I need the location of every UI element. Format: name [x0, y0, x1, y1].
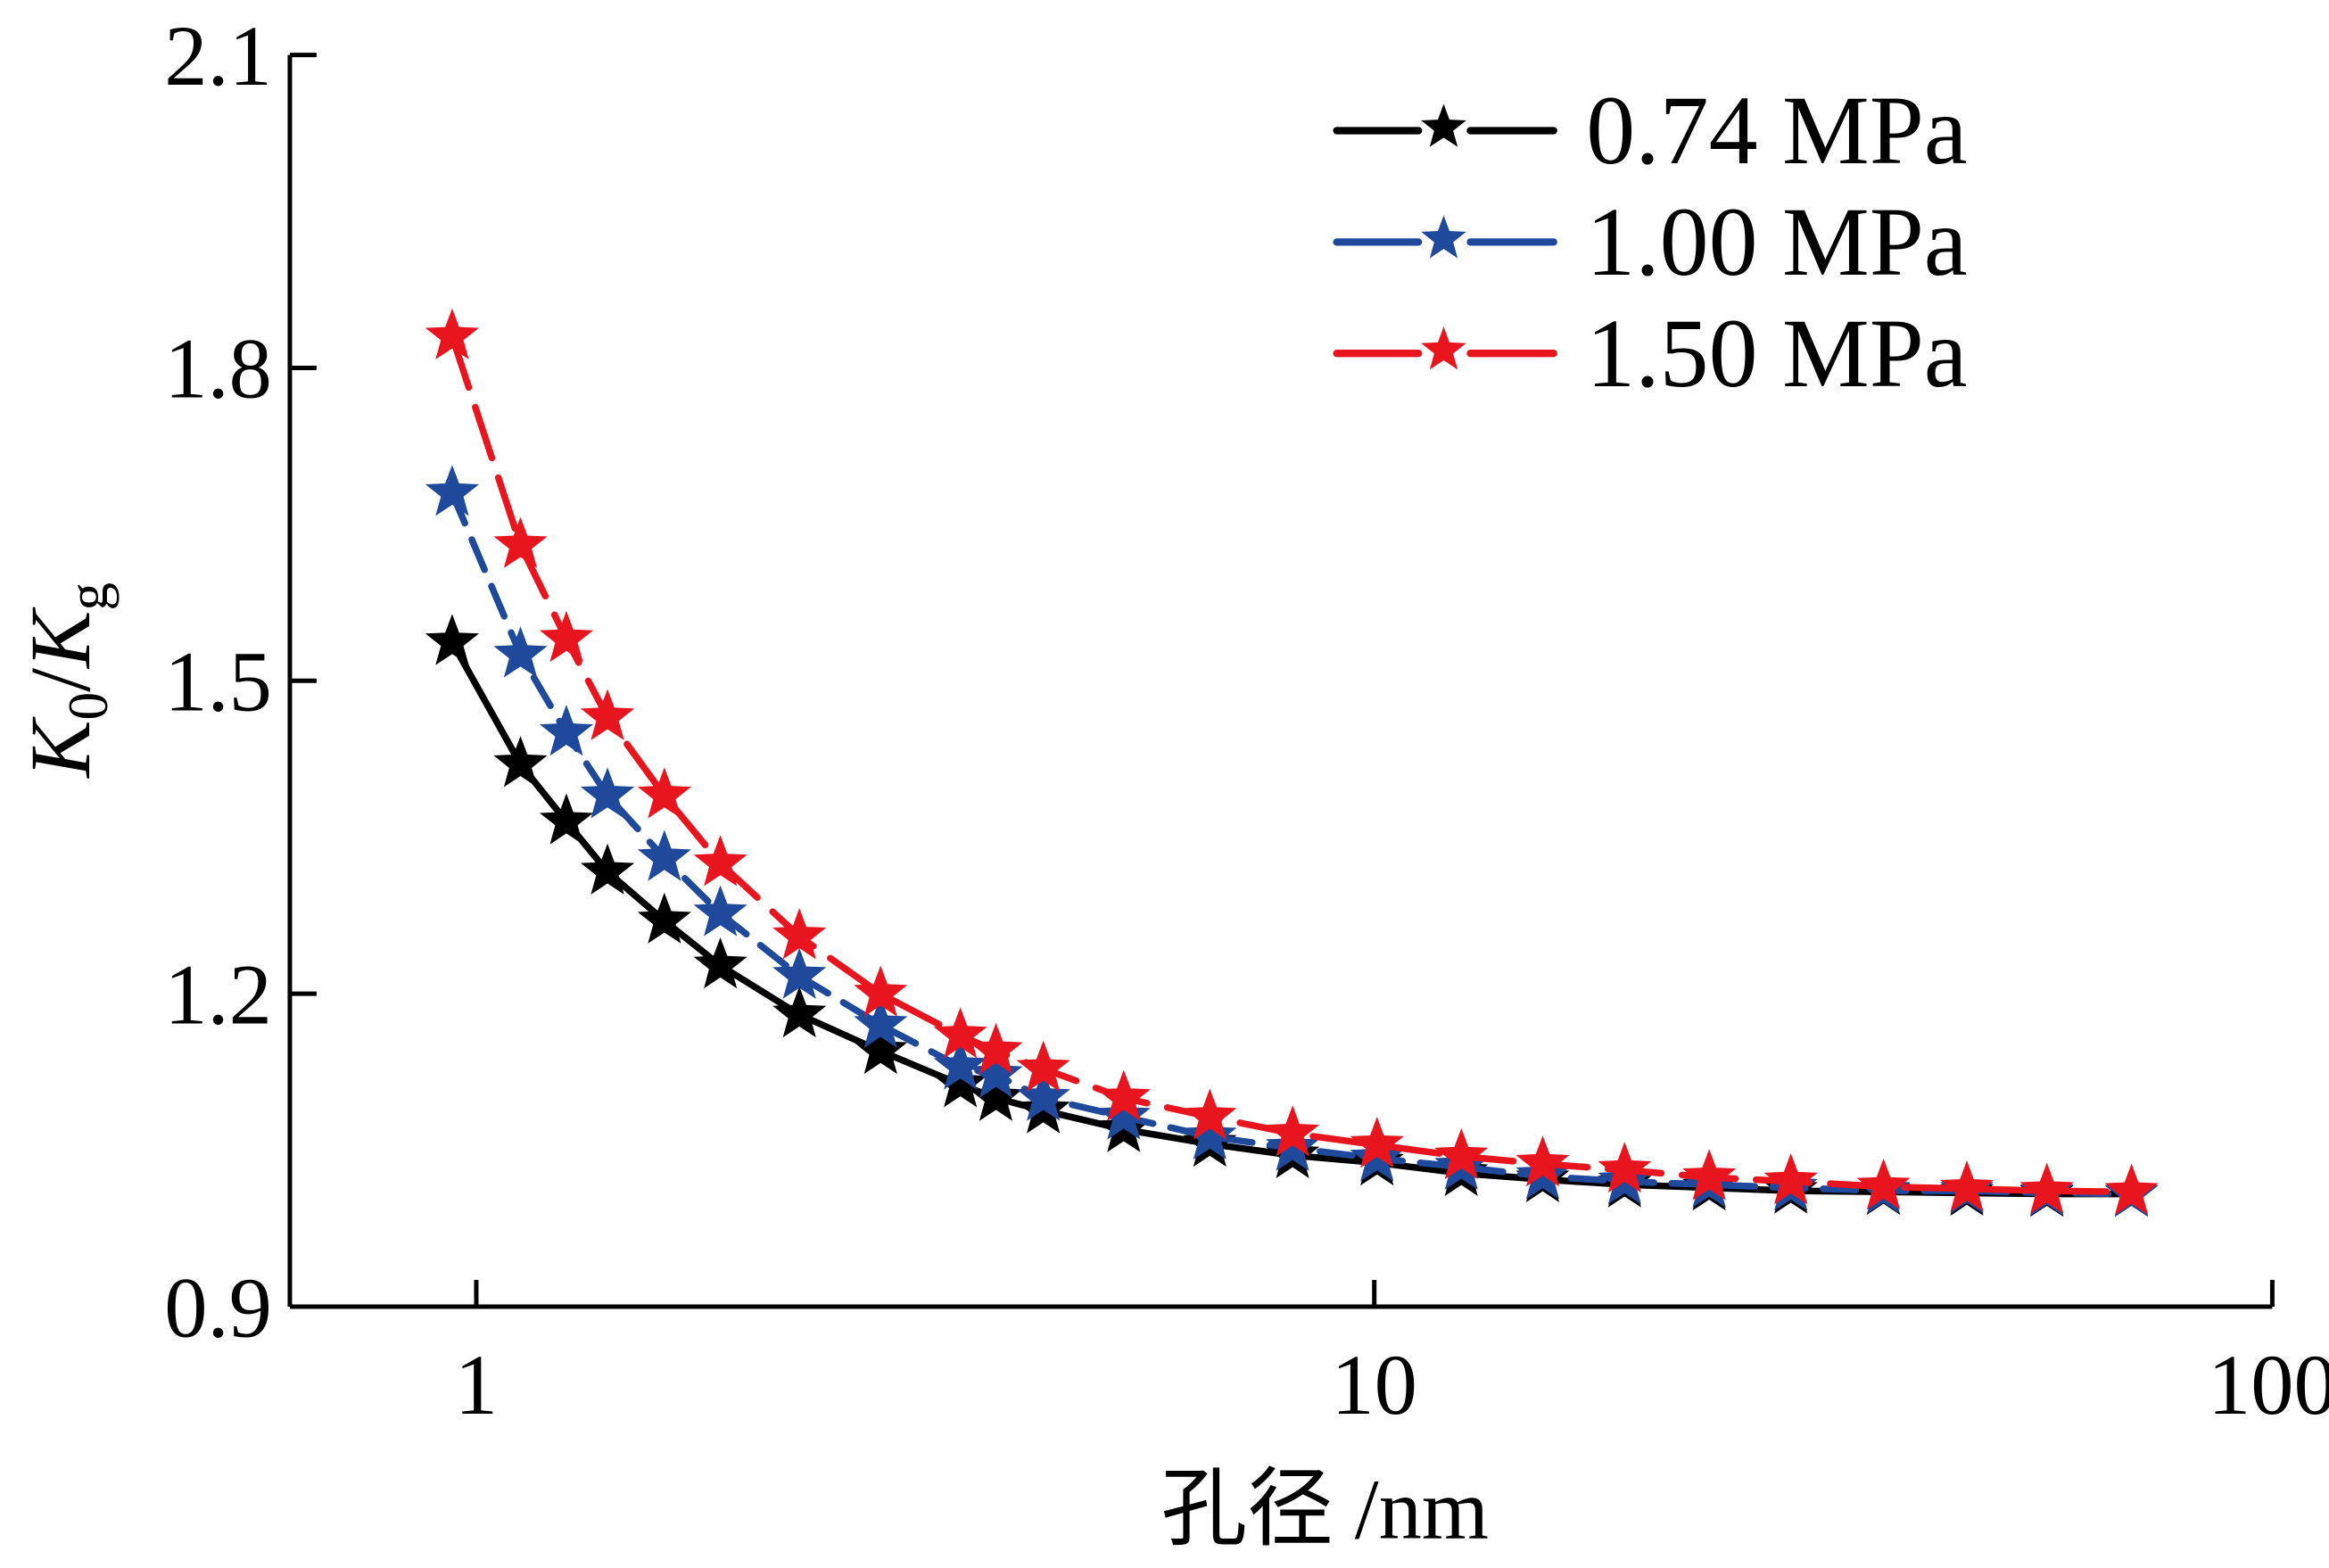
- data-point: [933, 1007, 987, 1059]
- y-tick-label: 2.1: [164, 8, 272, 103]
- x-tick-label: 10: [1331, 1337, 1417, 1432]
- data-point: [1763, 1153, 1818, 1205]
- series-1-00-MPa: [425, 465, 2159, 1217]
- data-point: [1434, 1127, 1489, 1180]
- legend-label: 1.00 MPa: [1586, 187, 1967, 296]
- data-point: [1516, 1135, 1570, 1187]
- data-point: [969, 1046, 1023, 1098]
- legend-marker: [1421, 103, 1466, 147]
- data-point: [539, 610, 594, 663]
- data-point: [425, 614, 480, 665]
- data-point: [933, 1056, 987, 1108]
- series-line: [449, 333, 2135, 1196]
- data-point: [1016, 1040, 1070, 1092]
- data-point: [1682, 1149, 1737, 1201]
- y-axis-label: K0/Kg: [12, 582, 120, 780]
- data-point: [2104, 1163, 2159, 1215]
- data-point: [1183, 1108, 1237, 1160]
- data-point: [1856, 1158, 1911, 1210]
- x-tick-label: 100: [2208, 1337, 2329, 1432]
- legend-label: 1.50 MPa: [1586, 299, 1967, 408]
- series-1-50-MPa: [425, 308, 2159, 1215]
- data-point: [693, 835, 747, 887]
- data-point: [1940, 1160, 1995, 1212]
- data-point: [539, 705, 594, 756]
- series-layer: [425, 308, 2159, 1217]
- data-point: [637, 767, 691, 819]
- data-point: [969, 1069, 1023, 1121]
- data-point: [854, 996, 908, 1048]
- legend-marker: [1421, 326, 1466, 370]
- data-point: [580, 689, 635, 740]
- data-point: [2019, 1162, 2074, 1214]
- data-point: [1096, 1069, 1151, 1121]
- data-point: [493, 626, 548, 678]
- data-point: [1183, 1088, 1237, 1140]
- data-point: [933, 1038, 987, 1090]
- data-point: [1350, 1117, 1404, 1168]
- data-point: [493, 516, 548, 568]
- y-tick-label: 0.9: [164, 1259, 272, 1355]
- data-point: [969, 1022, 1023, 1075]
- series-line: [449, 490, 2135, 1198]
- data-point: [637, 829, 691, 881]
- data-point: [580, 843, 635, 895]
- data-point: [580, 767, 635, 819]
- data-point: [1096, 1088, 1151, 1140]
- legend-label: 0.74 MPa: [1586, 76, 1967, 185]
- y-tick-label: 1.8: [164, 321, 272, 417]
- data-point: [854, 965, 908, 1017]
- data-point: [425, 465, 480, 516]
- x-axis-label: 孔径 /nm: [1161, 1462, 1489, 1557]
- data-point: [425, 308, 480, 359]
- data-point: [1266, 1105, 1320, 1157]
- data-point: [1016, 1069, 1070, 1121]
- axes: 0.9 1.2 1.5 1.8 2.1 1 10 100: [164, 8, 2329, 1432]
- data-point: [493, 736, 548, 788]
- data-point: [772, 986, 827, 1038]
- data-point: [637, 892, 691, 944]
- data-point: [772, 947, 827, 999]
- y-tick-label: 1.2: [164, 946, 272, 1042]
- data-point: [693, 885, 747, 937]
- data-point: [693, 937, 747, 989]
- data-point: [772, 908, 827, 960]
- data-point: [1598, 1142, 1652, 1193]
- data-point: [854, 1022, 908, 1075]
- legend-marker: [1421, 215, 1466, 259]
- x-tick-label: 1: [455, 1337, 498, 1432]
- y-tick-label: 1.5: [164, 634, 272, 730]
- data-point: [539, 793, 594, 845]
